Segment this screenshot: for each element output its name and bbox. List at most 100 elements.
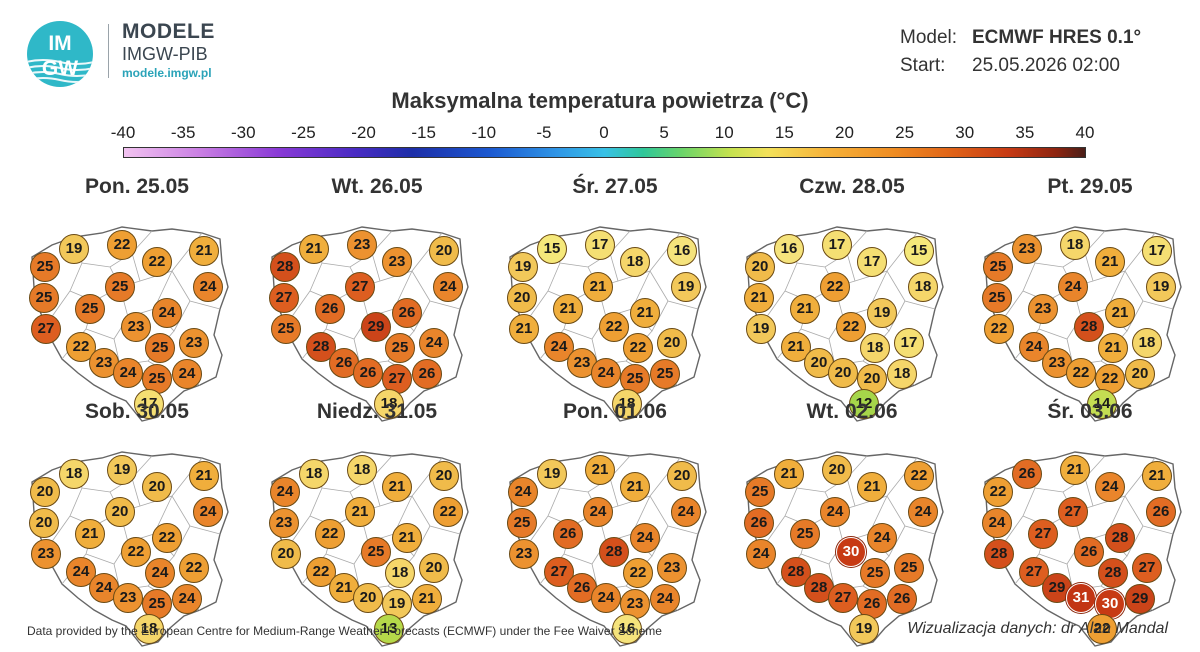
temperature-badge: 27: [345, 272, 375, 302]
temperature-badge: 29: [1125, 584, 1155, 614]
temperature-badge: 25: [271, 314, 301, 344]
brand-subtitle: IMGW-PIB: [122, 44, 208, 64]
temperature-badge: 21: [382, 472, 412, 502]
temperature-badge: 16: [612, 614, 642, 644]
temperature-badge: 21: [1105, 298, 1135, 328]
temperature-badge: 18: [299, 459, 329, 489]
temperature-badge: 22: [1066, 358, 1096, 388]
temperature-badge: 23: [113, 583, 143, 613]
temperature-badge: 26: [1146, 497, 1176, 527]
temperature-badge: 20: [105, 497, 135, 527]
temperature-badge: 18: [1132, 328, 1162, 358]
temperature-badge: 19: [746, 314, 776, 344]
temperature-badge: 19: [537, 459, 567, 489]
temperature-badge: 23: [657, 553, 687, 583]
temperature-badge: 24: [591, 583, 621, 613]
temperature-badge: 21: [781, 332, 811, 362]
day-label: Sob. 30.05: [85, 400, 189, 423]
temperature-badge: 15: [904, 236, 934, 266]
day-label: Czw. 28.05: [799, 175, 905, 198]
temperature-badge: 19: [849, 614, 879, 644]
temperature-badge: 17: [822, 230, 852, 260]
temperature-badge: 12: [849, 389, 879, 419]
temperature-badge: 27: [828, 583, 858, 613]
scale-tick-label: -5: [536, 123, 552, 142]
temperature-badge: 18: [374, 389, 404, 419]
temperature-badge: 25: [30, 252, 60, 282]
temperature-badge: 22: [599, 312, 629, 342]
temperature-badge: 26: [353, 358, 383, 388]
svg-text:GW: GW: [42, 57, 78, 80]
temperature-badge: 21: [299, 234, 329, 264]
temperature-badge: 25: [982, 283, 1012, 313]
temperature-badge: 24: [591, 358, 621, 388]
temperature-badge: 22: [121, 537, 151, 567]
temperature-badge: 22: [152, 523, 182, 553]
temperature-badge: 23: [382, 247, 412, 277]
temperature-badge: 25: [860, 558, 890, 588]
temperature-badge: 21: [75, 519, 105, 549]
scale-tick-label: 40: [1075, 123, 1095, 142]
scale-tick-label: 30: [955, 123, 975, 142]
temperature-badge: 22: [433, 497, 463, 527]
temperature-badge: 23: [1012, 234, 1042, 264]
temperature-badge: 24: [419, 328, 449, 358]
temperature-badge: 23: [347, 230, 377, 260]
temperature-badge: 20: [429, 461, 459, 491]
temperature-badge: 25: [894, 553, 924, 583]
day-panel: Pt. 29.05 25 23 18 21 17 19 25 23 24 21 22 28 24 21 18 2…: [975, 175, 1200, 422]
temperature-badge: 26: [553, 519, 583, 549]
scale-tick-label: 5: [659, 123, 669, 142]
logo-divider: [108, 24, 109, 78]
temperature-badge: 24: [172, 584, 202, 614]
temperature-badge: 18: [887, 359, 917, 389]
temperature-badge: 24: [583, 497, 613, 527]
temperature-badge: 20: [142, 472, 172, 502]
temperature-badge: 22: [315, 519, 345, 549]
temperature-badge: 18: [1060, 230, 1090, 260]
temperature-badge: 22: [107, 230, 137, 260]
temperature-badge: 25: [745, 477, 775, 507]
temperature-badge: 20: [29, 508, 59, 538]
temperature-badge: 20: [271, 539, 301, 569]
temperature-badge: 22: [984, 314, 1014, 344]
temperature-badge: 28: [984, 539, 1014, 569]
day-label: Niedz. 31.05: [316, 400, 438, 423]
temperature-badge: 22: [623, 558, 653, 588]
temperature-badge: 18: [612, 389, 642, 419]
day-label: Pon. 01.06: [563, 400, 667, 423]
brand-url-link[interactable]: modele.imgw.pl: [122, 66, 212, 80]
temperature-badge: 22: [983, 477, 1013, 507]
temperature-badge: 24: [630, 523, 660, 553]
temperature-badge: 27: [269, 283, 299, 313]
temperature-badge: 17: [585, 230, 615, 260]
svg-text:IM: IM: [48, 32, 71, 55]
temperature-badge: 26: [1074, 537, 1104, 567]
temperature-badge: 21: [585, 455, 615, 485]
temperature-badge: 23: [1028, 294, 1058, 324]
temperature-badge: 13: [374, 614, 404, 644]
model-info: Model: ECMWF HRES 0.1° Start: 25.05.2026 0…: [900, 24, 1141, 80]
temperature-badge: 24: [908, 497, 938, 527]
temperature-badge: 18: [620, 247, 650, 277]
temperature-badge: 24: [650, 584, 680, 614]
temperature-badge: 22: [904, 461, 934, 491]
scale-tick-label: 25: [895, 123, 915, 142]
temperature-badge: 21: [553, 294, 583, 324]
temperature-badge: 27: [1058, 497, 1088, 527]
temperature-badge: 23: [31, 539, 61, 569]
temperature-badge: 24: [508, 477, 538, 507]
temperature-badge: 24: [113, 358, 143, 388]
scale-tick-label: 15: [774, 123, 794, 142]
temperature-badge: 23: [179, 328, 209, 358]
temperature-badge: 15: [537, 234, 567, 264]
temperature-badge: 21: [744, 283, 774, 313]
temperature-badge: 19: [59, 234, 89, 264]
brand-title: MODELE: [122, 20, 215, 43]
temperature-badge: 21: [1060, 455, 1090, 485]
temperature-badge: 26: [329, 348, 359, 378]
scale-tick-label: 0: [599, 123, 609, 142]
temperature-badge: 25: [385, 333, 415, 363]
scale-tick-label: -20: [351, 123, 376, 142]
temperature-badge: 21: [790, 294, 820, 324]
